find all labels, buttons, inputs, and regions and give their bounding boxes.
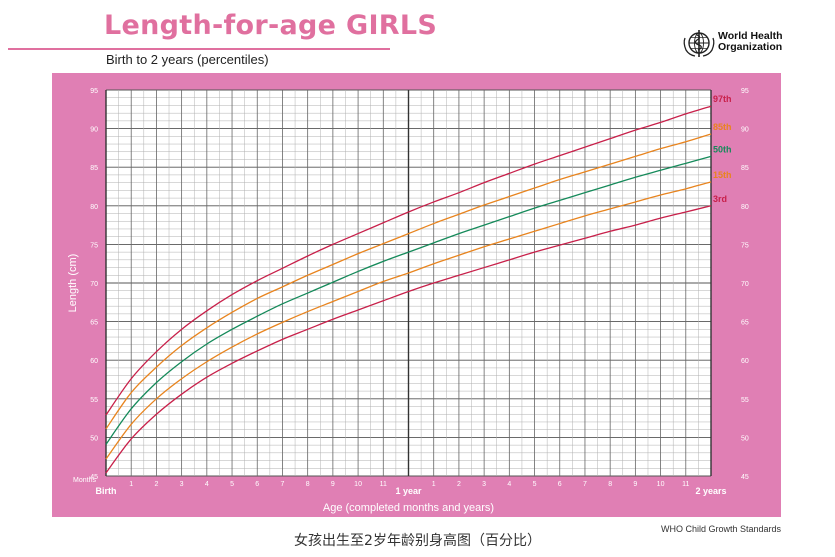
org-name-line1: World Health [718,30,783,42]
chart-title: Length-for-age GIRLS [104,10,438,41]
y-tick-label-left: 80 [90,204,98,211]
standards-label: WHO Child Growth Standards [660,524,781,534]
x-tick-label: 10 [657,481,665,488]
x-tick-label: 8 [608,481,612,488]
chart-subtitle: Birth to 2 years (percentiles) [106,52,269,67]
y-tick-label-left: 45 [90,474,98,481]
x-tick-label: 6 [558,481,562,488]
y-tick-label-left: 85 [90,165,98,172]
series-line-3rd [105,205,712,474]
series-label-15th: 15th [713,170,732,180]
x-tick-label: 2 [154,481,158,488]
x-tick-label: 8 [306,481,310,488]
x-tick-label: 5 [533,481,537,488]
series-label-85th: 85th [713,122,732,132]
x-tick-label: 5 [230,481,234,488]
series-line-15th [105,181,712,460]
x-axis-unit-label: Months [73,477,96,484]
y-tick-label-left: 95 [90,88,98,95]
chart-caption-cn: 女孩出生至2岁年龄别身高图（百分比） [294,533,541,549]
chart-frame: 45 45 50 50 55 55 60 60 65 65 70 70 75 75 80 80 85 85 90 90… [52,73,781,517]
y-tick-label-left: 50 [90,435,98,442]
title-divider [8,48,390,50]
y-tick-label-right: 50 [741,435,749,442]
series-line-97th [105,105,712,416]
org-name-line2: Organization [718,41,783,53]
x-tick-label: 7 [583,481,587,488]
x-tick-label: 3 [482,481,486,488]
y-tick-label-right: 90 [741,127,749,134]
who-globe-icon [683,30,715,57]
x-tick-label: 4 [205,481,209,488]
y-tick-label-right: 70 [741,281,749,288]
series-label-3rd: 3rd [713,194,727,204]
x-tick-label: 9 [331,481,335,488]
x-tick-label: 11 [380,481,387,488]
x-tick-label: 3 [180,481,184,488]
x-tick-label: 9 [633,481,637,488]
x-tick-label: 1 year [395,486,422,496]
x-tick-label: 11 [682,481,689,488]
y-tick-label-left: 90 [90,127,98,134]
who-org-name: World Health Organization [718,31,783,53]
series-label-97th: 97th [713,94,732,104]
x-axis-title: Age (completed months and years) [323,502,494,514]
series-line-50th [105,155,712,445]
x-tick-label: 7 [281,481,285,488]
x-tick-label: 10 [354,481,362,488]
x-tick-label: 4 [507,481,511,488]
x-tick-label: 1 [129,481,133,488]
series-label-50th: 50th [713,144,732,154]
x-tick-label: 2 years [695,486,726,496]
y-tick-label-left: 75 [90,242,98,249]
series-line-85th [105,133,712,430]
y-tick-label-left: 70 [90,281,98,288]
y-tick-label-right: 80 [741,204,749,211]
y-tick-label-right: 65 [741,320,749,327]
y-tick-label-right: 95 [741,88,749,95]
y-tick-label-right: 45 [741,474,749,481]
y-tick-label-right: 60 [741,358,749,365]
x-tick-label: Birth [96,486,117,496]
y-tick-label-left: 60 [90,358,98,365]
x-tick-label: 1 [432,481,436,488]
y-tick-label-left: 55 [90,397,98,404]
y-tick-label-left: 65 [90,320,98,327]
x-tick-label: 6 [255,481,259,488]
y-axis-title: Length (cm) [67,254,79,313]
x-tick-label: 2 [457,481,461,488]
y-tick-label-right: 55 [741,397,749,404]
y-tick-label-right: 75 [741,242,749,249]
y-tick-label-right: 85 [741,165,749,172]
